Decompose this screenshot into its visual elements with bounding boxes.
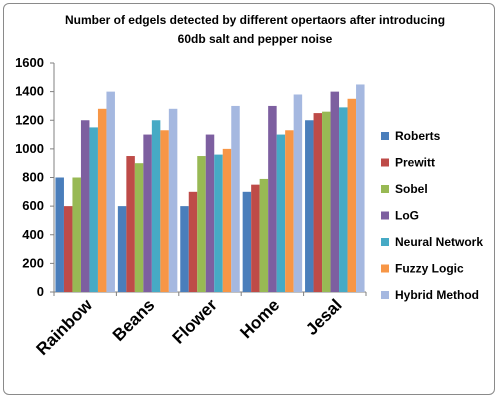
bar-hybrid-method-home xyxy=(293,94,303,292)
legend-swatch-roberts xyxy=(381,132,389,140)
bar-fuzzy-logic-home xyxy=(285,130,294,292)
bar-neural-network-home xyxy=(276,134,286,292)
chart-title: Number of edgels detected by different o… xyxy=(65,13,445,46)
bar-sobel-beans xyxy=(134,163,144,292)
bar-sobel-home xyxy=(259,178,269,292)
bar-sobel-flower xyxy=(197,156,206,292)
bar-roberts-jesal xyxy=(305,120,314,292)
y-axis-tick-label: 1000 xyxy=(15,141,44,156)
bar-hybrid-method-beans xyxy=(168,108,178,292)
y-axis-tick-labels: 0 200 400 600 800 1000 1200 1400 1600 xyxy=(15,55,44,299)
bar-fuzzy-logic-beans xyxy=(160,130,169,292)
x-axis-tick-label-rainbow: Rainbow xyxy=(32,295,96,359)
legend-label-prewitt: Prewitt xyxy=(395,156,435,170)
bar-roberts-home xyxy=(242,191,252,292)
legend-label-roberts: Roberts xyxy=(395,129,441,143)
legend-label-neural-network: Neural Network xyxy=(395,235,483,249)
legend-swatch-log xyxy=(381,211,389,220)
bar-sobel-rainbow xyxy=(72,177,81,292)
chart-title-line-1: Number of edgels detected by different o… xyxy=(65,13,445,27)
bar-roberts-rainbow xyxy=(55,177,64,292)
bar-prewitt-home xyxy=(251,184,260,292)
legend-swatch-fuzzy-logic xyxy=(381,264,389,273)
bar-log-flower xyxy=(205,134,215,292)
y-axis-tick-label: 600 xyxy=(22,198,44,213)
y-axis-tick-label: 1600 xyxy=(15,55,44,70)
x-axis-tick-label-flower: Flower xyxy=(169,295,221,347)
legend-label-sobel: Sobel xyxy=(395,182,428,196)
y-axis-tick-label: 1400 xyxy=(15,84,44,99)
chart-frame xyxy=(3,3,495,395)
chart-title-line-2: 60db salt and pepper noise xyxy=(178,32,333,46)
bar-neural-network-flower xyxy=(214,154,223,292)
x-axis-tick-label-home: Home xyxy=(236,295,283,342)
y-axis-tick-label: 1200 xyxy=(15,112,44,127)
y-axis-tick-label: 200 xyxy=(22,255,44,270)
legend-swatch-neural-network xyxy=(381,238,389,246)
bar-log-home xyxy=(268,105,277,292)
bar-prewitt-flower xyxy=(188,191,198,292)
y-axis-tick-label: 400 xyxy=(22,227,44,242)
x-axis-tick-labels: Rainbow Beans Flower Home Jesal xyxy=(32,295,345,359)
bar-log-beans xyxy=(143,134,152,292)
chart-legend: Roberts Prewitt Sobel LoG Neural Network Fuzz… xyxy=(381,129,483,302)
bar-fuzzy-logic-flower xyxy=(222,148,232,292)
bar-log-rainbow xyxy=(80,120,90,292)
chart-bars xyxy=(55,84,365,293)
bar-prewitt-beans xyxy=(126,156,135,292)
x-axis-tick-label-jesal: Jesal xyxy=(302,295,346,339)
bar-neural-network-jesal xyxy=(339,107,348,293)
legend-label-fuzzy-logic: Fuzzy Logic xyxy=(395,262,464,276)
y-axis-tick-label: 800 xyxy=(22,170,44,185)
bar-sobel-jesal xyxy=(322,111,331,292)
bar-neural-network-rainbow xyxy=(89,127,98,292)
bar-hybrid-method-jesal xyxy=(356,84,365,292)
legend-label-hybrid-method: Hybrid Method xyxy=(395,288,479,302)
bar-prewitt-jesal xyxy=(313,113,323,292)
bar-roberts-beans xyxy=(117,206,127,292)
bar-hybrid-method-flower xyxy=(231,105,240,292)
x-axis-tick-label-beans: Beans xyxy=(109,295,159,345)
y-axis-tick-label: 0 xyxy=(37,284,44,299)
bar-prewitt-rainbow xyxy=(63,206,73,292)
legend-swatch-hybrid-method xyxy=(381,291,389,299)
bar-fuzzy-logic-jesal xyxy=(347,98,357,292)
legend-label-log: LoG xyxy=(395,209,419,223)
bar-hybrid-method-rainbow xyxy=(106,91,115,292)
bar-neural-network-beans xyxy=(151,120,161,292)
legend-swatch-sobel xyxy=(381,185,389,193)
bar-roberts-flower xyxy=(180,206,189,292)
bar-fuzzy-logic-rainbow xyxy=(97,108,107,292)
bar-log-jesal xyxy=(330,91,340,292)
legend-swatch-prewitt xyxy=(381,158,389,167)
